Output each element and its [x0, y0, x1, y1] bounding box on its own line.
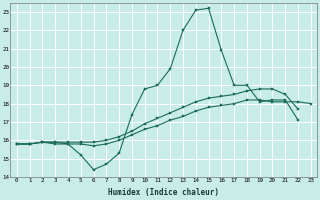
- X-axis label: Humidex (Indice chaleur): Humidex (Indice chaleur): [108, 188, 219, 197]
